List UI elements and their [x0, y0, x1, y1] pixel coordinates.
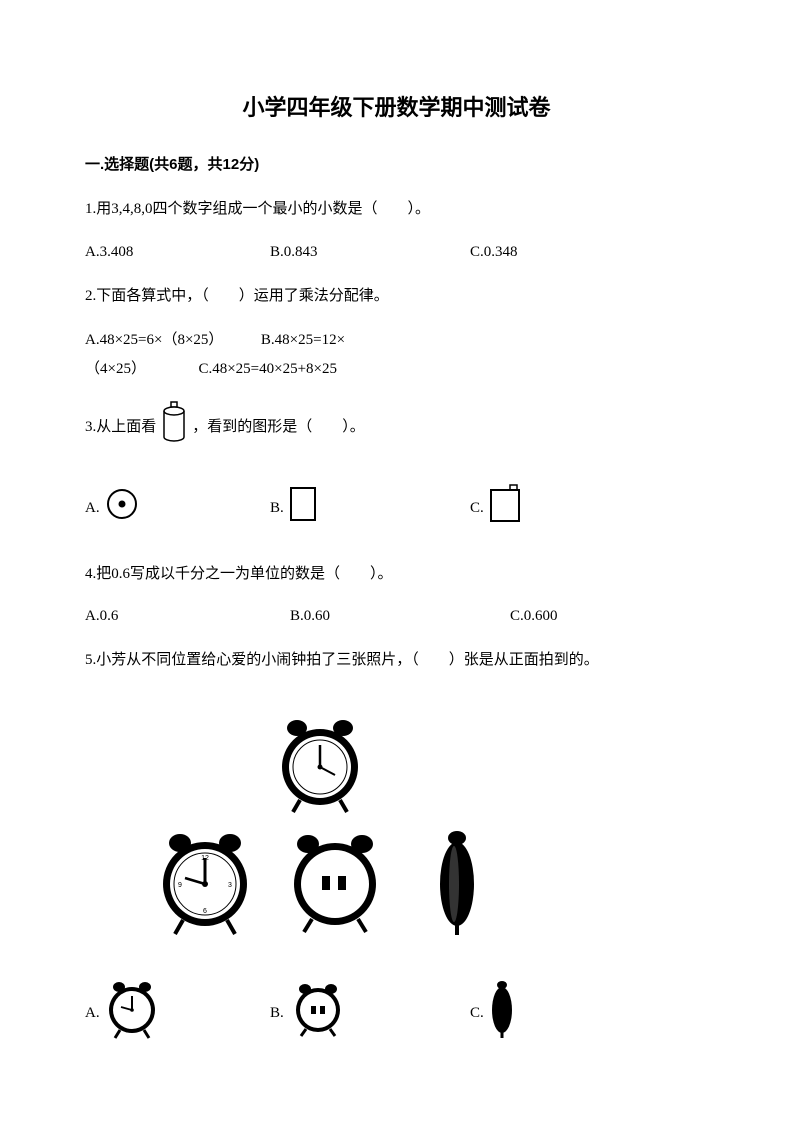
q3-text: 3.从上面看 ，看到的图形是（ ）。: [85, 401, 708, 454]
q4-opt-b: B.0.60: [290, 604, 510, 628]
q3-b-label: B.: [270, 496, 284, 520]
circle-dot-icon: [104, 486, 140, 530]
q2-options: A.48×25=6×（8×25） B.48×25=12× （4×25） C.48…: [85, 326, 708, 383]
exam-title: 小学四年级下册数学期中测试卷: [85, 90, 708, 125]
clock-back-big-icon: [280, 830, 390, 935]
q3-opt-b: B.: [270, 485, 470, 531]
question-2: 2.下面各算式中，（ ）运用了乘法分配律。 A.48×25=6×（8×25） B…: [85, 282, 708, 384]
clock-front-big-icon: [275, 715, 365, 815]
q4-options: A.0.6 B.0.60 C.0.600: [85, 604, 708, 628]
q3-opt-a: A.: [85, 486, 270, 530]
rectangle-icon: [288, 485, 318, 531]
q3-opt-c: C.: [470, 484, 526, 532]
q1-opt-c: C.0.348: [470, 240, 518, 264]
q4-opt-c: C.0.600: [510, 604, 558, 628]
q1-opt-a: A.3.408: [85, 240, 270, 264]
question-5: 5.小芳从不同位置给心爱的小闹钟拍了三张照片，（ ）张是从正面拍到的。: [85, 646, 708, 1048]
q3-options: A. B. C.: [85, 484, 708, 532]
section-header: 一.选择题(共6题，共12分): [85, 153, 708, 177]
clock-face-small-icon: [104, 978, 160, 1048]
q1-opt-b: B.0.843: [270, 240, 470, 264]
svg-text:3: 3: [228, 882, 232, 889]
q3-a-label: A.: [85, 496, 100, 520]
q5-opt-a: A.: [85, 978, 270, 1048]
cylinder-icon: [160, 401, 188, 454]
q5-text: 5.小芳从不同位置给心爱的小闹钟拍了三张照片，（ ）张是从正面拍到的。: [85, 646, 708, 675]
question-4: 4.把0.6写成以千分之一为单位的数是（ ）。 A.0.6 B.0.60 C.0…: [85, 560, 708, 629]
q5-clock-images: 12 3 6 9: [155, 715, 708, 938]
q5-c-label: C.: [470, 1001, 484, 1025]
clock-back-small-icon: [288, 980, 348, 1046]
q5-options: A. B.: [85, 978, 708, 1048]
rectangle-tab-icon: [488, 484, 522, 532]
q3-c-label: C.: [470, 496, 484, 520]
clock-side-small-icon: [488, 978, 516, 1048]
clock-face-big-icon: 12 3 6 9: [155, 828, 255, 938]
q4-text: 4.把0.6写成以千分之一为单位的数是（ ）。: [85, 560, 708, 589]
question-1: 1.用3,4,8,0四个数字组成一个最小的小数是（ ）。 A.3.408 B.0…: [85, 195, 708, 264]
svg-text:6: 6: [203, 908, 207, 915]
question-3: 3.从上面看 ，看到的图形是（ ）。 A. B.: [85, 401, 708, 532]
q5-opt-c: C.: [470, 978, 520, 1048]
q5-b-label: B.: [270, 1001, 284, 1025]
q4-opt-a: A.0.6: [85, 604, 290, 628]
q5-a-label: A.: [85, 1001, 100, 1025]
q3-after: ，看到的图形是（ ）。: [192, 413, 365, 442]
svg-text:9: 9: [178, 882, 182, 889]
q5-clock-top: [275, 715, 708, 823]
svg-text:12: 12: [201, 855, 209, 862]
q2-line1: A.48×25=6×（8×25） B.48×25=12×: [85, 326, 708, 355]
q2-text: 2.下面各算式中，（ ）运用了乘法分配律。: [85, 282, 708, 311]
q5-opt-b: B.: [270, 980, 470, 1046]
q1-text: 1.用3,4,8,0四个数字组成一个最小的小数是（ ）。: [85, 195, 708, 224]
clock-side-big-icon: [435, 828, 480, 938]
q5-clock-bottom-row: 12 3 6 9: [155, 828, 708, 938]
q1-options: A.3.408 B.0.843 C.0.348: [85, 240, 708, 264]
q2-line2: （4×25） C.48×25=40×25+8×25: [85, 355, 708, 384]
q3-before: 3.从上面看: [85, 413, 156, 442]
